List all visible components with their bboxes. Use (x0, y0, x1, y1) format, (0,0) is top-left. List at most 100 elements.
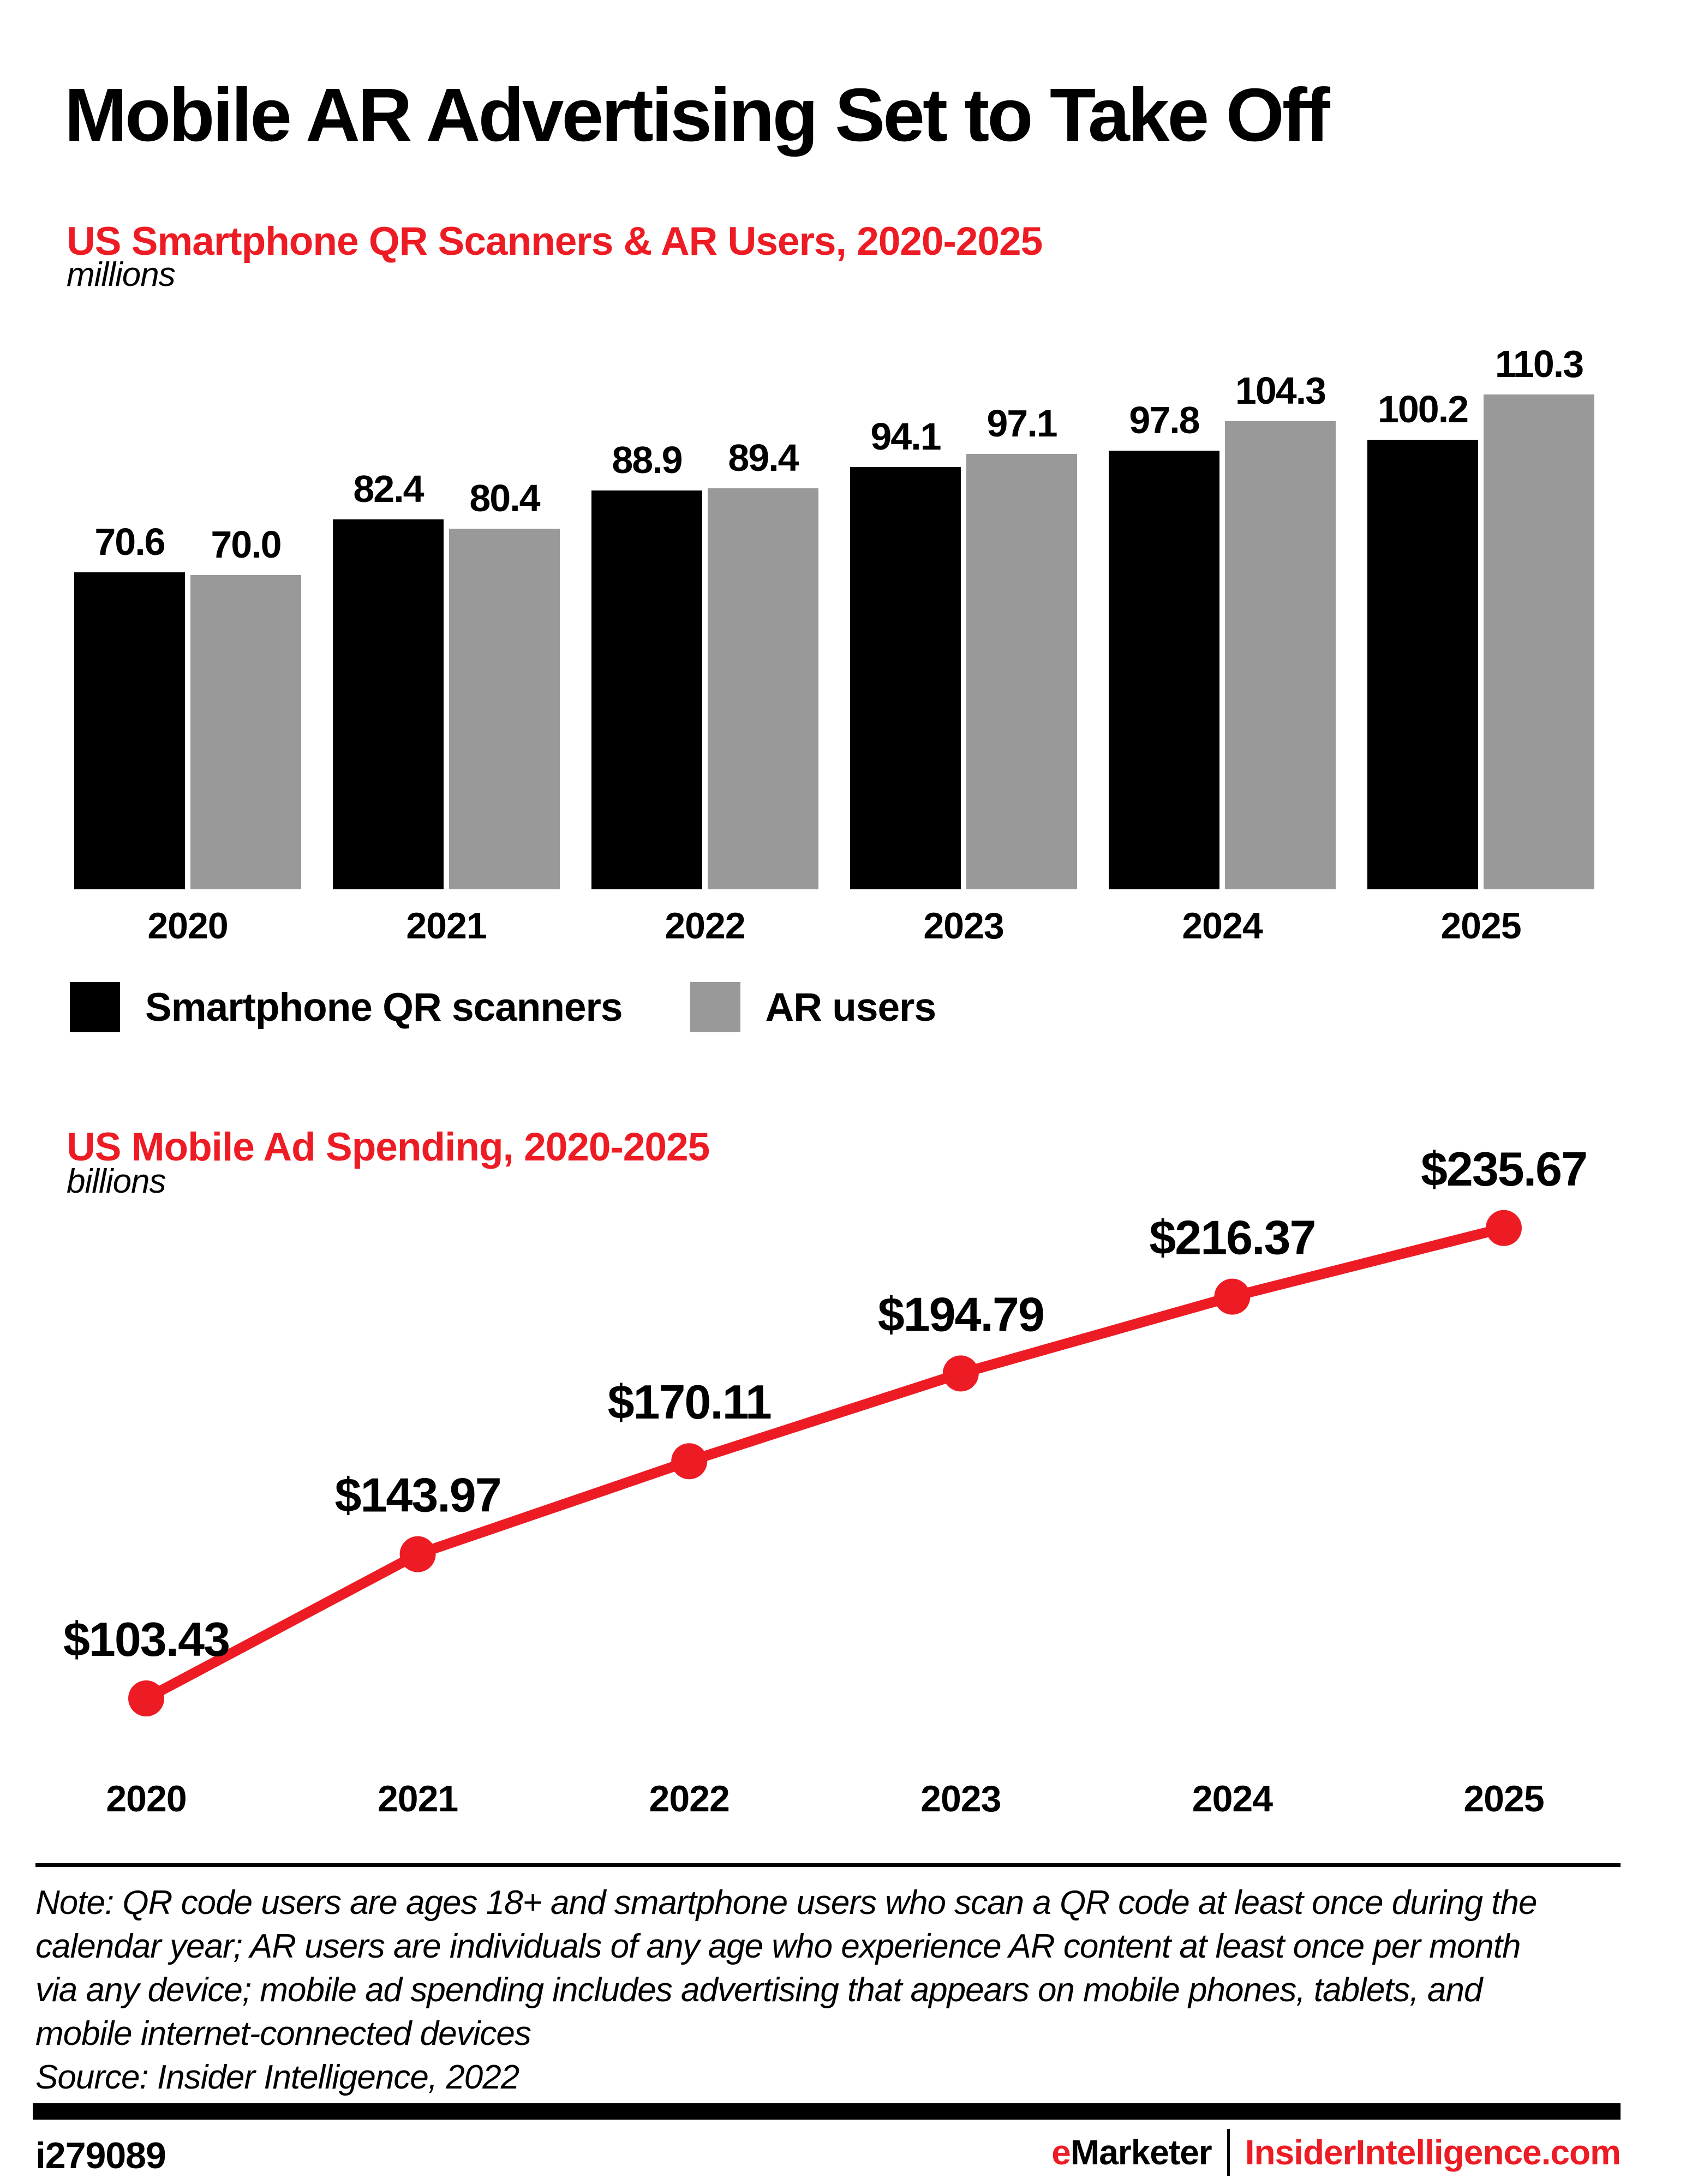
chart-id: i279089 (35, 2135, 166, 2176)
bar-column-ar-users-2025: 110.3 (1484, 342, 1594, 889)
data-point-2024 (1214, 1278, 1251, 1315)
source-text: Source: Insider Intelligence, 2022 (35, 2059, 519, 2096)
bar-ar-users-2025 (1484, 394, 1594, 889)
bar-value-label-ar-users-2024: 104.3 (1235, 369, 1326, 412)
bar-group-2021: 82.4 80.4 2021 (333, 327, 560, 947)
brand-emarketer: eMarketer (1051, 2132, 1212, 2173)
data-point-label-2020: $103.43 (63, 1612, 229, 1666)
data-point-2025 (1486, 1210, 1522, 1246)
bar-value-label-ar-users-2021: 80.4 (469, 477, 540, 519)
data-point-label-2024: $216.37 (1149, 1211, 1315, 1265)
bar-group-2023: 94.1 97.1 2023 (850, 327, 1077, 947)
bar-value-label-smartphone-qr-scanners-2024: 97.8 (1129, 399, 1200, 441)
line-x-axis-label-2020: 2020 (106, 1778, 186, 1820)
footer-bar (33, 2103, 1621, 2120)
bar-chart-title: US Smartphone QR Scanners & AR Users, 20… (67, 219, 1043, 264)
legend-label-ar-users: AR users (765, 985, 937, 1030)
bar-smartphone-qr-scanners-2021 (333, 519, 444, 889)
bar-value-label-ar-users-2020: 70.0 (211, 523, 282, 566)
bar-column-ar-users-2024: 104.3 (1225, 369, 1336, 889)
bar-group-2024: 97.8 104.3 2024 (1109, 327, 1336, 947)
legend-swatch-ar-users (690, 982, 740, 1032)
line-chart-svg: $103.43 2020 $143.97 2021 $170.11 2022 $194.79… (63, 1146, 1588, 1820)
brand-logo: eMarketer InsiderIntelligence.com (1051, 2129, 1621, 2176)
bar-column-smartphone-qr-scanners-2025: 100.2 (1367, 387, 1478, 889)
bar-value-label-ar-users-2022: 89.4 (728, 436, 799, 479)
bar-smartphone-qr-scanners-2025 (1367, 440, 1478, 889)
bar-value-label-smartphone-qr-scanners-2025: 100.2 (1377, 388, 1469, 430)
bar-value-label-smartphone-qr-scanners-2020: 70.6 (94, 520, 165, 563)
page-title: Mobile AR Advertising Set to Take Off (64, 73, 1330, 158)
bar-x-axis-label-2023: 2023 (923, 905, 1004, 947)
line-x-axis-label-2022: 2022 (649, 1778, 730, 1820)
bar-ar-users-2021 (449, 529, 560, 889)
bar-column-ar-users-2022: 89.4 (708, 436, 818, 889)
bar-chart: 70.6 70.0 2020 82.4 80.4 2021 88.9 89.4 2022 94.1… (74, 327, 1597, 947)
bar-pair-2023: 94.1 97.1 (850, 402, 1077, 889)
bar-group-2020: 70.6 70.0 2020 (74, 327, 301, 947)
bar-x-axis-label-2024: 2024 (1182, 905, 1263, 947)
trend-line (144, 1223, 1505, 1703)
bar-column-ar-users-2023: 97.1 (966, 402, 1077, 889)
bar-group-2025: 100.2 110.3 2025 (1367, 327, 1594, 947)
data-point-label-2022: $170.11 (608, 1375, 771, 1429)
bar-smartphone-qr-scanners-2024 (1109, 451, 1219, 889)
line-x-axis-label-2024: 2024 (1192, 1778, 1273, 1820)
bar-ar-users-2024 (1225, 421, 1336, 889)
line-x-axis-label-2021: 2021 (378, 1778, 458, 1820)
line-x-axis-label-2023: 2023 (920, 1778, 1001, 1820)
bar-chart-legend: Smartphone QR scanners AR users (70, 982, 936, 1032)
legend-item-qr-scanners: Smartphone QR scanners (70, 982, 623, 1032)
data-point-label-2025: $235.67 (1421, 1146, 1587, 1196)
bar-column-smartphone-qr-scanners-2022: 88.9 (591, 438, 702, 889)
bar-column-smartphone-qr-scanners-2020: 70.6 (74, 520, 185, 889)
legend-swatch-qr-scanners (70, 982, 120, 1032)
bar-ar-users-2022 (708, 488, 818, 889)
bar-value-label-smartphone-qr-scanners-2022: 88.9 (612, 439, 683, 481)
bar-pair-2024: 97.8 104.3 (1109, 369, 1336, 889)
bar-pair-2020: 70.6 70.0 (74, 520, 301, 889)
legend-item-ar-users: AR users (690, 982, 936, 1032)
data-point-2023 (942, 1355, 979, 1392)
bar-group-2022: 88.9 89.4 2022 (591, 327, 818, 947)
data-point-2021 (399, 1536, 436, 1572)
legend-label-qr-scanners: Smartphone QR scanners (145, 985, 623, 1030)
bar-value-label-smartphone-qr-scanners-2021: 82.4 (353, 468, 424, 510)
line-chart-title: US Mobile Ad Spending, 2020-2025 (67, 1124, 710, 1169)
bar-smartphone-qr-scanners-2023 (850, 467, 961, 889)
bar-chart-unit-label: millions (67, 256, 176, 294)
brand-divider (1227, 2129, 1230, 2176)
bar-column-smartphone-qr-scanners-2024: 97.8 (1109, 398, 1219, 889)
bar-x-axis-label-2022: 2022 (665, 905, 745, 947)
bar-x-axis-label-2025: 2025 (1440, 905, 1521, 947)
data-point-label-2021: $143.97 (335, 1468, 501, 1522)
bar-smartphone-qr-scanners-2022 (591, 490, 702, 889)
data-point-label-2023: $194.79 (878, 1287, 1044, 1341)
bar-smartphone-qr-scanners-2020 (74, 572, 185, 889)
line-chart: $103.43 2020 $143.97 2021 $170.11 2022 $194.79… (52, 1146, 1640, 1833)
bar-column-ar-users-2021: 80.4 (449, 476, 560, 889)
bar-pair-2022: 88.9 89.4 (591, 436, 818, 889)
bar-x-axis-label-2020: 2020 (147, 905, 228, 947)
brand-site-link: InsiderIntelligence.com (1245, 2133, 1621, 2172)
bar-value-label-ar-users-2023: 97.1 (986, 402, 1057, 445)
bar-value-label-ar-users-2025: 110.3 (1494, 343, 1584, 385)
data-point-2022 (671, 1443, 708, 1480)
bar-ar-users-2023 (966, 454, 1077, 889)
line-chart-unit-label: billions (67, 1163, 166, 1200)
brand-emarketer-e: e (1051, 2133, 1071, 2172)
note-block: Note: QR code users are ages 18+ and sma… (35, 1881, 1541, 2099)
data-point-2020 (128, 1680, 164, 1716)
bar-pair-2025: 100.2 110.3 (1367, 342, 1594, 889)
bar-x-axis-label-2021: 2021 (406, 905, 487, 947)
bar-column-smartphone-qr-scanners-2023: 94.1 (850, 415, 961, 889)
brand-emarketer-rest: Marketer (1070, 2133, 1212, 2172)
bar-pair-2021: 82.4 80.4 (333, 467, 560, 889)
bar-ar-users-2020 (190, 575, 301, 889)
note-text: Note: QR code users are ages 18+ and sma… (35, 1884, 1538, 2053)
bar-column-ar-users-2020: 70.0 (190, 523, 301, 889)
bar-value-label-smartphone-qr-scanners-2023: 94.1 (870, 415, 941, 458)
line-x-axis-label-2025: 2025 (1463, 1778, 1544, 1820)
note-divider (35, 1863, 1621, 1867)
bar-column-smartphone-qr-scanners-2021: 82.4 (333, 467, 444, 889)
